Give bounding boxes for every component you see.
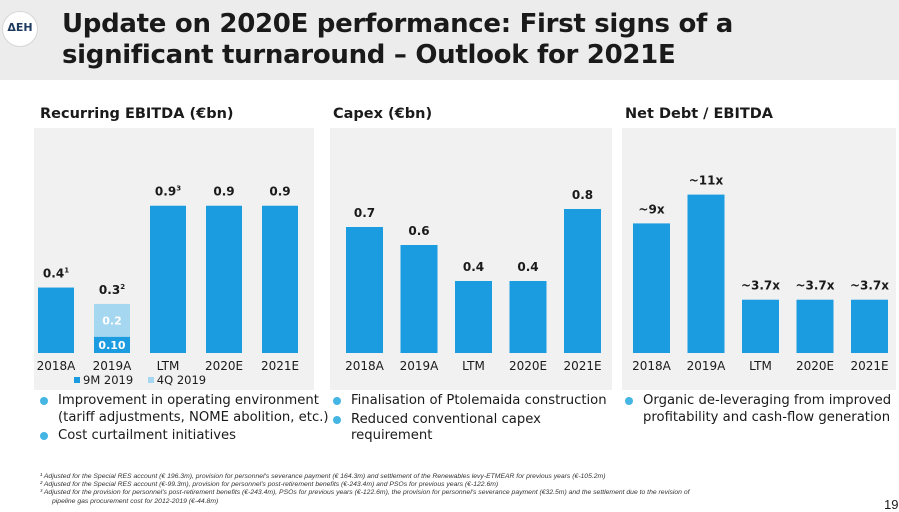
- netdebt-chart-title: Net Debt / EBITDA: [625, 106, 774, 122]
- data-label: 0.6: [408, 224, 429, 238]
- data-label: 0.7: [354, 206, 375, 220]
- footnote-3: ³ Adjusted for the provision for personn…: [40, 489, 690, 497]
- data-label: ~11x: [689, 174, 724, 188]
- data-label: 0.4: [517, 260, 538, 274]
- x-tick-label: 2020E: [509, 359, 547, 373]
- x-tick-label: LTM: [462, 359, 485, 373]
- x-tick-label: 2018A: [632, 359, 672, 373]
- bar: [633, 223, 670, 353]
- data-label: 0.41: [43, 267, 69, 281]
- data-label: 0.9: [269, 185, 290, 199]
- ebitda-legend: 9M 2019 4Q 2019: [74, 373, 206, 387]
- bar-segment: [94, 303, 130, 337]
- list-item: Reduced conventional capex requirement: [333, 412, 615, 445]
- bullet-icon: [333, 415, 341, 424]
- logo-text: ΔΕΗ: [7, 21, 33, 34]
- ebitda-chart-title: Recurring EBITDA (€bn): [40, 106, 234, 122]
- x-tick-label: 2020E: [205, 359, 243, 373]
- data-label: 0.93: [155, 185, 181, 199]
- data-label: 0.9: [213, 185, 234, 199]
- bar: [687, 194, 725, 353]
- data-label: 0.4: [463, 260, 484, 274]
- x-tick-label: 2019A: [400, 359, 440, 373]
- bar: [262, 205, 298, 353]
- x-tick-label: LTM: [157, 359, 180, 373]
- ebitda-bullets: Improvement in operating environment (ta…: [40, 393, 330, 447]
- legend-label-9m: 9M 2019: [83, 373, 134, 387]
- x-tick-label: 2021E: [850, 359, 888, 373]
- capex-bullets: Finalisation of Ptolemaida construction …: [333, 393, 615, 447]
- x-tick-label: 2018A: [37, 359, 77, 373]
- netdebt-bullets: Organic de-leveraging from improved prof…: [625, 393, 893, 428]
- data-label: 0.32: [99, 283, 125, 297]
- list-item: Finalisation of Ptolemaida construction: [333, 393, 615, 410]
- charts-area: 2018A 0.41 2019A 0.10 0.2 0.32 LTM 0.93 2020E 0.9…: [37, 174, 890, 373]
- data-label: ~3.7x: [850, 279, 889, 293]
- legend-swatch-9m: [74, 377, 80, 383]
- bar: [346, 227, 383, 353]
- data-label: ~9x: [638, 202, 664, 216]
- segment-data-label: 0.10: [98, 339, 125, 352]
- bar: [206, 205, 242, 353]
- bullet-icon: [40, 432, 48, 440]
- x-tick-label: 2018A: [345, 359, 385, 373]
- bar: [455, 281, 492, 353]
- footnote-3-cont: pipeline gas procurement cost for 2012-2…: [52, 497, 219, 505]
- data-label: 0.8: [572, 188, 593, 202]
- segment-data-label: 0.2: [102, 314, 122, 327]
- x-tick-label: 2021E: [563, 359, 601, 373]
- x-tick-label: LTM: [749, 359, 772, 373]
- bar: [796, 299, 834, 353]
- x-tick-label: 2021E: [261, 359, 299, 373]
- bar: [742, 299, 779, 353]
- list-item: Improvement in operating environment (ta…: [40, 393, 330, 426]
- list-item: Cost curtailment initiatives: [40, 428, 330, 445]
- bar: [150, 205, 186, 353]
- bar: [564, 209, 601, 353]
- bullet-icon: [625, 397, 633, 405]
- data-label: ~3.7x: [795, 279, 834, 293]
- bar-segment: [94, 336, 130, 353]
- bullet-icon: [333, 397, 341, 405]
- capex-chart-title: Capex (€bn): [333, 106, 433, 122]
- legend-swatch-4q: [147, 377, 154, 383]
- footnote-1: ¹ Adjusted for the Special RES account (…: [40, 473, 606, 480]
- bar: [509, 281, 547, 353]
- bar: [38, 287, 74, 353]
- data-label: ~3.7x: [741, 279, 780, 293]
- company-logo: ΔΕΗ: [2, 11, 38, 47]
- legend-label-4q: 4Q 2019: [156, 373, 207, 387]
- bar: [851, 299, 888, 353]
- header-bar: ΔΕΗ Update on 2020E performance: First s…: [0, 0, 899, 80]
- x-tick-label: 2020E: [796, 359, 834, 373]
- bullet-icon: [40, 397, 48, 405]
- page-title: Update on 2020E performance: First signs…: [62, 9, 734, 70]
- bar: [400, 245, 438, 353]
- page-number: 19: [884, 497, 899, 512]
- x-tick-label: 2019A: [687, 359, 727, 373]
- footnotes: ¹ Adjusted for the Special RES account (…: [40, 473, 880, 506]
- footnote-2: ² Adjusted for the Special RES account (…: [40, 481, 499, 489]
- x-tick-label: 2019A: [93, 359, 133, 373]
- list-item: Organic de-leveraging from improved prof…: [625, 393, 893, 426]
